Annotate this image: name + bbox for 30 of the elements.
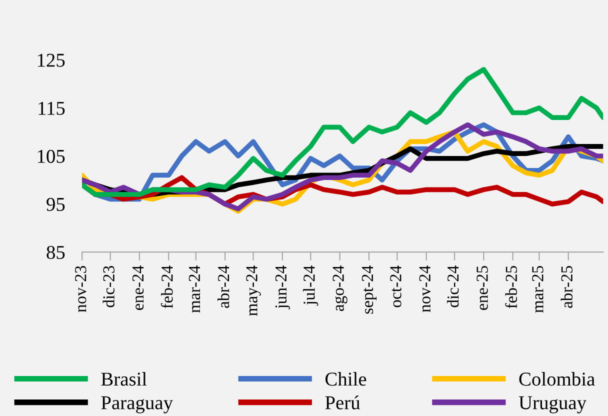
x-tick-label: dic-23 <box>102 266 114 308</box>
x-tick-label: ago-24 <box>332 266 348 311</box>
y-tick-label: 85 <box>46 246 65 260</box>
x-tick-label: ene-24 <box>132 266 144 310</box>
x-tick-label: feb-25 <box>505 266 518 308</box>
legend-label: Uruguay <box>518 396 586 414</box>
legend-label: Brasil <box>101 372 147 386</box>
x-tick-label: sept-24 <box>362 266 376 314</box>
x-tick-label: jun-24 <box>275 266 290 310</box>
x-tick-label: abr-24 <box>217 266 230 308</box>
legend-label: Paraguay <box>101 396 173 414</box>
x-tick-label: abr-25 <box>560 266 573 308</box>
y-tick-label: 115 <box>38 102 65 115</box>
legend-label: Colombia <box>519 372 595 386</box>
legend-label: Perú <box>325 396 360 410</box>
legend-label: Chile <box>326 372 366 386</box>
y-tick-label: 105 <box>38 150 65 163</box>
y-tick-label: 95 <box>46 198 65 211</box>
line-series <box>82 67 604 197</box>
x-tick-label: mar-24 <box>188 266 200 313</box>
x-tick-label: nov-24 <box>419 266 430 312</box>
x-tick-label: mar-25 <box>532 266 544 313</box>
x-tick-label: oct-24 <box>390 266 402 308</box>
x-tick-label: dic-24 <box>446 266 459 308</box>
x-tick-label: jul-24 <box>303 266 318 306</box>
x-tick-label: ene-25 <box>476 266 488 310</box>
x-tick-label: feb-24 <box>160 266 173 308</box>
y-tick-label: 125 <box>38 54 65 67</box>
x-tick-label: nov-23 <box>75 266 86 312</box>
x-tick-label: may-24 <box>246 266 261 316</box>
